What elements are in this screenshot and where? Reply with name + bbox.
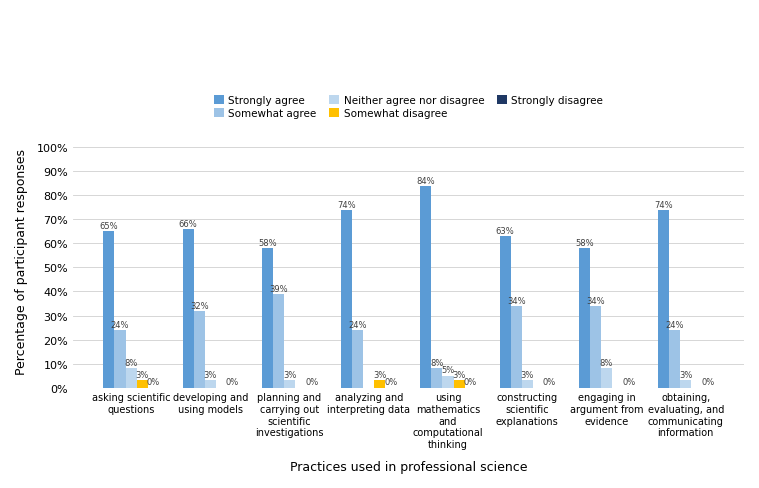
Text: 3%: 3%: [452, 370, 466, 380]
Text: 8%: 8%: [600, 359, 613, 367]
Text: 0%: 0%: [464, 378, 477, 386]
Text: 0%: 0%: [305, 378, 318, 386]
Text: 0%: 0%: [701, 378, 714, 386]
Bar: [273, 294, 284, 388]
Bar: [262, 249, 273, 388]
Text: 0%: 0%: [543, 378, 556, 386]
Text: 34%: 34%: [507, 296, 525, 305]
Bar: [374, 381, 386, 388]
Bar: [284, 381, 295, 388]
Text: 3%: 3%: [679, 370, 692, 380]
Bar: [137, 381, 148, 388]
Text: 3%: 3%: [135, 370, 149, 380]
Text: 0%: 0%: [622, 378, 635, 386]
Bar: [115, 330, 125, 388]
Bar: [442, 376, 454, 388]
Bar: [183, 229, 194, 388]
Text: 8%: 8%: [124, 359, 137, 367]
Text: 3%: 3%: [521, 370, 534, 380]
Bar: [590, 306, 601, 388]
Bar: [341, 210, 352, 388]
Y-axis label: Percentage of participant responses: Percentage of participant responses: [15, 149, 28, 375]
Bar: [205, 381, 216, 388]
Text: 5%: 5%: [442, 366, 455, 375]
Text: 74%: 74%: [337, 200, 356, 209]
Legend: Strongly agree, Somewhat agree, Neither agree nor disagree, Somewhat disagree, S: Strongly agree, Somewhat agree, Neither …: [214, 96, 603, 119]
Text: 65%: 65%: [99, 222, 118, 231]
Text: 34%: 34%: [586, 296, 605, 305]
Bar: [658, 210, 669, 388]
Bar: [511, 306, 521, 388]
Bar: [454, 381, 465, 388]
Bar: [431, 368, 442, 388]
Bar: [521, 381, 533, 388]
Text: 0%: 0%: [384, 378, 398, 386]
Bar: [125, 368, 137, 388]
Text: 66%: 66%: [178, 219, 197, 228]
Text: 58%: 58%: [258, 239, 277, 247]
Text: 74%: 74%: [654, 200, 673, 209]
Text: 24%: 24%: [111, 320, 129, 329]
Text: 0%: 0%: [226, 378, 239, 386]
Bar: [680, 381, 691, 388]
Bar: [601, 368, 612, 388]
Bar: [579, 249, 590, 388]
Text: 84%: 84%: [417, 176, 435, 185]
Text: 32%: 32%: [190, 301, 209, 310]
Bar: [499, 237, 511, 388]
Bar: [420, 186, 431, 388]
Text: 58%: 58%: [575, 239, 594, 247]
X-axis label: Practices used in professional science: Practices used in professional science: [290, 460, 528, 473]
Text: 3%: 3%: [373, 370, 386, 380]
Bar: [194, 311, 205, 388]
Bar: [352, 330, 364, 388]
Bar: [669, 330, 680, 388]
Text: 3%: 3%: [203, 370, 217, 380]
Text: 3%: 3%: [283, 370, 296, 380]
Text: 8%: 8%: [430, 359, 443, 367]
Text: 0%: 0%: [146, 378, 160, 386]
Text: 63%: 63%: [496, 226, 515, 236]
Bar: [103, 232, 115, 388]
Text: 24%: 24%: [666, 320, 684, 329]
Text: 39%: 39%: [269, 284, 288, 293]
Text: 24%: 24%: [348, 320, 367, 329]
